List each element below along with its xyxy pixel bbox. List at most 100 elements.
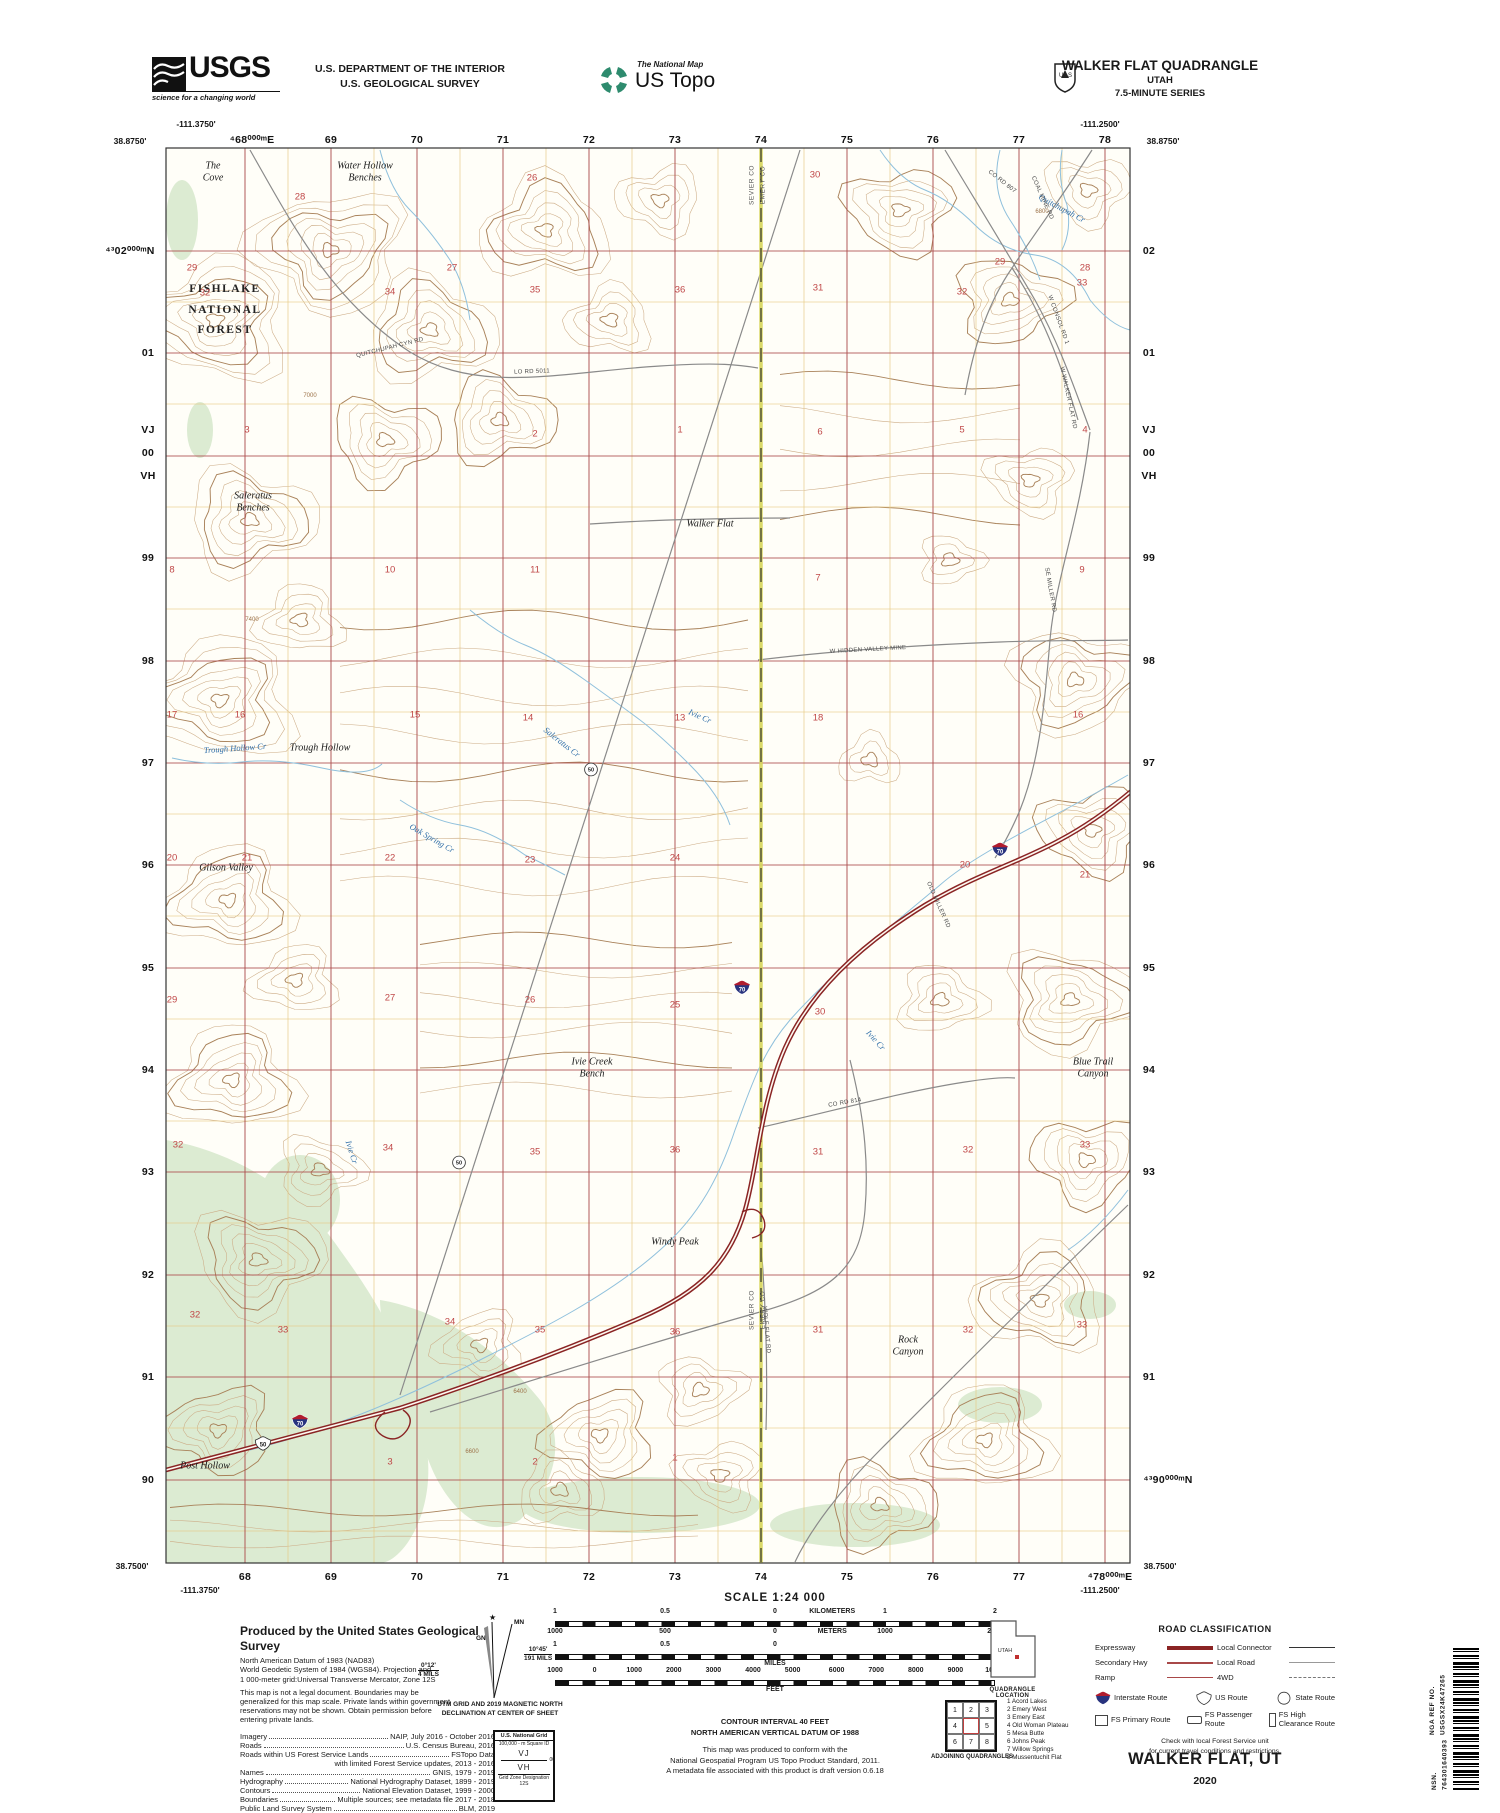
road-class-label: 4WD (1217, 1673, 1234, 1682)
road-class-label: Secondary Hwy (1095, 1658, 1148, 1667)
svg-text:MN: MN (514, 1619, 524, 1626)
legend-fs-p: FS Primary Route (1095, 1711, 1171, 1728)
legend-fs-pass: FS Passenger Route (1186, 1710, 1253, 1729)
road-class-sample (1167, 1677, 1213, 1678)
road-class-label: Local Road (1217, 1658, 1255, 1667)
dot-leader (265, 1774, 431, 1776)
usng-gzd: 12S (519, 1781, 529, 1787)
usgs-wave-icon (152, 57, 186, 91)
forest-service-note: Check with local Forest Service unit for… (1149, 1737, 1281, 1755)
feet-unit-label: FEET (766, 1686, 784, 1693)
credit-source: Roads (240, 1741, 262, 1751)
dept-line2: U.S. GEOLOGICAL SURVEY (340, 78, 480, 91)
miles-scale-bar (555, 1654, 995, 1660)
datum-line: World Geodetic System of 1984 (WGS84). P… (240, 1665, 432, 1675)
scale-tick-label: METERS (817, 1628, 847, 1635)
road-class-sample (1289, 1647, 1335, 1648)
miles-unit-label: MILES (764, 1660, 786, 1667)
dot-leader (284, 1783, 349, 1785)
scale-tick-label: 1000 (877, 1628, 893, 1635)
credit-line: Names GNIS, 1979 - 2019 (240, 1768, 495, 1777)
credit-value: BLM, 2019 (458, 1804, 495, 1813)
scale-tick-label: 3000 (705, 1667, 722, 1674)
adjoining-cell: 8 (979, 1734, 995, 1750)
adjoining-cell: 6 (947, 1734, 963, 1750)
barcode-block: NSN. 764301640393 NGA REF NO. USGSX24K47… (1428, 1648, 1479, 1790)
legend-shield-label: State Route (1295, 1692, 1335, 1702)
legal-line: entering private lands. (240, 1715, 314, 1725)
legend-shield-state: State Route (1276, 1691, 1335, 1705)
usng-square-label: 100,000 - m Square ID (498, 1741, 550, 1747)
conformance-line: This map was produced to conform with th… (702, 1745, 848, 1754)
dot-leader (269, 1738, 389, 1740)
us-topo-icon (601, 67, 627, 93)
credit-value: U.S. Census Bureau, 2016 (405, 1741, 495, 1751)
scale-tick-label: 1 (553, 1608, 557, 1615)
legal-lines: This map is not a legal document. Bounda… (240, 1688, 495, 1725)
adjoining-quad-name: 5 Mesa Butte (1007, 1730, 1045, 1738)
legend-fs-label: FS Primary Route (1111, 1714, 1171, 1724)
road-class-row: Secondary Hwy (1095, 1655, 1213, 1670)
usng-box: U.S. National Grid 100,000 - m Square ID… (493, 1730, 555, 1802)
svg-text:U: U (1059, 73, 1063, 79)
legend-shield-label: US Route (1215, 1692, 1248, 1702)
conformance-line: National Geospatial Program US Topo Prod… (670, 1755, 880, 1765)
credit-line: with limited Forest Service updates, 201… (240, 1759, 496, 1768)
scale-tick-label: 5000 (784, 1667, 801, 1674)
national-map-logo: The National Map US Topo (595, 58, 755, 104)
legend-shield-interstate: Interstate Route (1095, 1691, 1167, 1705)
declination-diagram: ★ MN GN 0°12' 4 MILS 10°45' 191 MILS (418, 1610, 562, 1730)
credit-line: Contours National Elevation Dataset, 1999… (240, 1786, 495, 1795)
credit-line: Roads U.S. Census Bureau, 2016 (240, 1741, 495, 1750)
legend-fs-label: FS Passenger Route (1204, 1710, 1253, 1729)
utah-label: UTAH (997, 1648, 1012, 1654)
quad-series: 7.5-MINUTE SERIES (1114, 88, 1206, 99)
feet-tick-labels: 1000 0 1000 2000 3000 4000 5000 6000 7000 8000 900… (547, 1667, 1005, 1680)
department-heading: U.S. DEPARTMENT OF THE INTERIOR U.S. GEO… (300, 62, 520, 92)
gn-declination-value: 0°12' 4 MILS (418, 1662, 439, 1679)
sheet-title: WALKER FLAT, UT (1128, 1750, 1282, 1768)
scale-tick-label: 2000 (666, 1667, 682, 1674)
national-map-tagline: The National Map (637, 60, 704, 69)
km-scale-bar (555, 1621, 995, 1627)
adjoining-cell: 1 (947, 1702, 963, 1718)
adjoining-quad-name: 6 Johns Peak (1007, 1738, 1046, 1746)
dot-leader (272, 1792, 361, 1794)
credit-value: Multiple sources; see metadata file 2017… (337, 1795, 495, 1805)
fs-route-icon (1186, 1716, 1202, 1725)
legend-fs-label: FS High Clearance Route (1278, 1710, 1335, 1729)
quadrangle-location-caption: QUADRANGLE LOCATION (989, 1687, 1036, 1699)
quadrangle-title-block: WALKER FLAT QUADRANGLE UTAH 7.5-MINUTE S… (1010, 58, 1310, 99)
credit-source: Boundaries (240, 1795, 278, 1805)
barcode-text: NSN. 764301640393 NGA REF NO. USGSX24K47… (1429, 1674, 1449, 1790)
adjoining-cell: 3 (979, 1702, 995, 1718)
scale-tick-label: 9000 (947, 1667, 964, 1674)
feet-scale-bar (555, 1680, 995, 1686)
credit-line: Hydrography National Hydrography Dataset,… (240, 1777, 495, 1786)
dept-line1: U.S. DEPARTMENT OF THE INTERIOR (315, 63, 505, 75)
scale-tick-label: 0 (773, 1628, 777, 1635)
conformance-note: This map was produced to conform with th… (520, 1745, 1030, 1777)
road-class-sample (1289, 1662, 1335, 1663)
contour-interval-note: CONTOUR INTERVAL 40 FEET NORTH AMERICAN … (690, 1717, 860, 1738)
usng-title: U.S. National Grid (495, 1732, 553, 1741)
produced-by-block: Produced by the United States Geological… (240, 1624, 495, 1813)
us-topo-title: US Topo (635, 69, 716, 92)
usng-gzd-label: Grid Zone Designation (498, 1774, 550, 1781)
road-class-label: Ramp (1095, 1673, 1116, 1682)
credit-value: National Hydrography Dataset, 1899 - 201… (350, 1777, 495, 1787)
conformance-line: A metadata file associated with this pro… (666, 1766, 884, 1775)
adjoining-cell (963, 1718, 979, 1734)
miles-tick-labels: 10.501 (553, 1641, 997, 1654)
road-class-sample (1167, 1661, 1213, 1664)
quadrangle-location: UTAH QUADRANGLE LOCATION (975, 1620, 1050, 1699)
adjoining-quad-name: 7 Willow Springs (1007, 1746, 1054, 1754)
datum-lines: North American Datum of 1983 (NAD83) Worl… (240, 1656, 495, 1683)
credit-source: Roads within US Forest Service Lands (240, 1750, 369, 1760)
adjoining-quad-name: 8 Mussentuchit Flat (1007, 1754, 1062, 1762)
road-class-sample (1167, 1645, 1213, 1650)
scale-tick-label: 0 (773, 1641, 777, 1648)
